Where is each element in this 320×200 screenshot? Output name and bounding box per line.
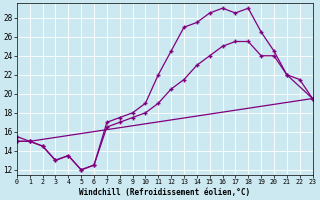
X-axis label: Windchill (Refroidissement éolien,°C): Windchill (Refroidissement éolien,°C) (79, 188, 250, 197)
